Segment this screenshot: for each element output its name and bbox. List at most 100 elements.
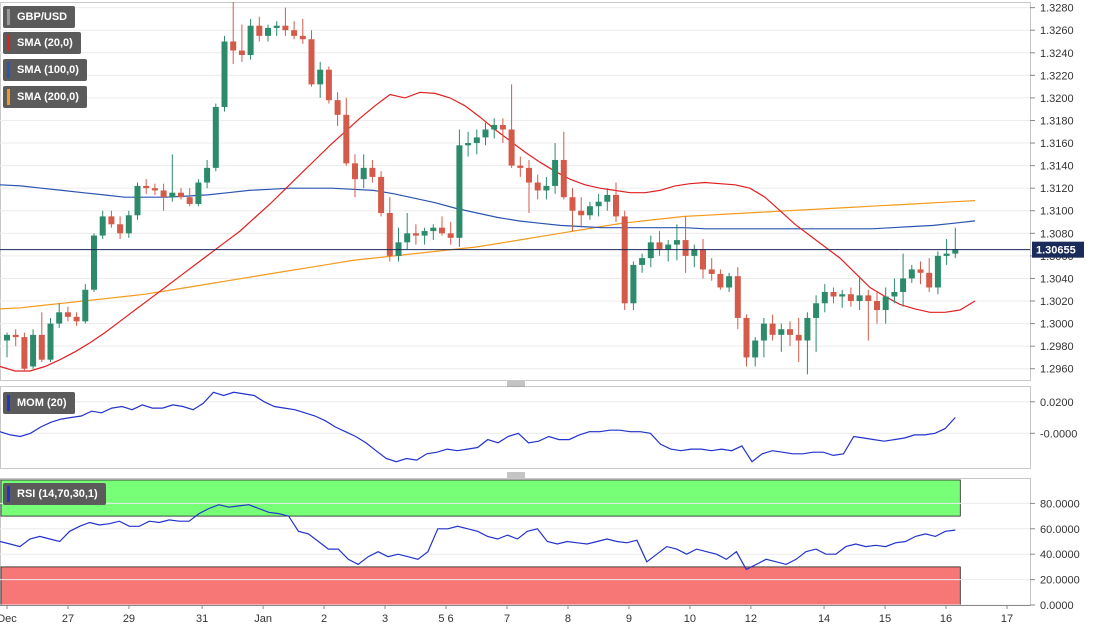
rsi-tick-label: 0.0000 — [1040, 600, 1074, 612]
rsi-tick-label: 80.0000 — [1040, 498, 1080, 510]
mom-legend[interactable]: MOM (20) — [3, 392, 75, 414]
candle-body — [238, 50, 245, 56]
candle-body — [317, 69, 324, 85]
candle-body — [4, 334, 10, 341]
candle-body — [856, 295, 863, 302]
candle — [378, 171, 385, 217]
candle-body — [682, 240, 689, 256]
symbol-label[interactable]: GBP/USD — [3, 6, 76, 28]
candle — [169, 154, 176, 202]
candle-body — [882, 296, 889, 311]
candle-body — [47, 323, 54, 360]
mom-rsi-splitter[interactable] — [507, 472, 525, 478]
x-tick-label: Jan — [254, 613, 272, 625]
candle — [412, 224, 419, 245]
symbol-label-text: GBP/USD — [17, 11, 68, 23]
candle-body — [491, 124, 498, 130]
candle — [613, 182, 619, 223]
candle-body — [273, 25, 280, 28]
candle — [395, 227, 402, 262]
candle — [804, 312, 811, 375]
candle — [134, 182, 141, 220]
candle-body — [552, 159, 559, 186]
candle-body — [151, 188, 158, 191]
candle — [282, 7, 289, 36]
mom-legend-text: MOM (20) — [17, 397, 67, 409]
candle — [178, 188, 184, 200]
candle — [447, 222, 454, 245]
candle — [926, 258, 933, 292]
x-tick-label: 10 — [684, 613, 696, 625]
sma100-swatch — [7, 62, 10, 78]
candle-body — [778, 329, 785, 335]
sma20-swatch — [7, 35, 10, 51]
rsi-tick-label: 20.0000 — [1040, 575, 1080, 587]
candle-body — [38, 334, 45, 360]
candle — [595, 193, 602, 217]
candle-body — [943, 253, 950, 256]
candle-body — [821, 291, 828, 304]
rsi-tick-label: 40.0000 — [1040, 549, 1080, 561]
candle-body — [108, 216, 115, 225]
sma200-line — [0, 200, 976, 310]
x-tick-label: 12 — [745, 613, 757, 625]
candle — [317, 61, 324, 98]
candle — [874, 291, 880, 324]
candle-body — [743, 317, 750, 358]
candle — [691, 244, 698, 268]
main-mom-splitter[interactable] — [507, 381, 525, 387]
candle — [743, 314, 750, 367]
candle-body — [82, 289, 89, 322]
candle — [847, 287, 854, 307]
candle-body — [30, 334, 37, 367]
candle — [726, 272, 733, 292]
candle-body — [865, 295, 872, 302]
candle — [517, 156, 524, 177]
candle — [787, 321, 793, 347]
x-tick-label: 5 6 — [438, 613, 453, 625]
candle — [917, 261, 924, 285]
sma20-legend[interactable]: SMA (20,0) — [3, 32, 81, 54]
x-tick-label: 31 — [196, 613, 208, 625]
x-tick-label: 8 — [565, 613, 571, 625]
candle-body — [708, 269, 715, 274]
candle-body — [352, 163, 358, 180]
candle — [430, 224, 437, 241]
candle-body — [908, 269, 915, 279]
sma200-legend-text: SMA (200,0) — [17, 91, 79, 103]
candle — [508, 84, 515, 168]
candle-body — [604, 194, 611, 202]
candle — [534, 174, 541, 200]
candle-body — [952, 249, 959, 254]
candle-body — [169, 192, 176, 198]
candle — [865, 289, 872, 341]
candle — [647, 235, 654, 268]
candle-body — [499, 124, 506, 130]
candle — [891, 278, 898, 304]
candle — [665, 240, 672, 262]
candle-body — [395, 242, 402, 256]
candle — [621, 210, 628, 311]
candle — [212, 103, 219, 172]
x-tick-label: 9 — [626, 613, 632, 625]
rsi-legend[interactable]: RSI (14,70,30,1) — [3, 483, 106, 505]
candle-body — [439, 227, 445, 234]
candle — [465, 131, 472, 157]
candle — [700, 238, 706, 279]
candle — [221, 35, 228, 112]
sma100-legend[interactable]: SMA (100,0) — [3, 59, 87, 81]
candle-body — [99, 216, 106, 236]
candle — [108, 210, 115, 228]
x-tick-label: 16 — [940, 613, 952, 625]
rsi-overbought-zone — [0, 479, 961, 517]
candle — [830, 287, 837, 304]
candle — [656, 231, 663, 256]
price-tick-label: 1.2980 — [1040, 341, 1074, 353]
candle — [12, 329, 19, 347]
candle — [708, 258, 715, 281]
candle-body — [621, 216, 628, 304]
candle-body — [360, 167, 367, 180]
candle-body — [412, 233, 419, 236]
sma200-legend[interactable]: SMA (200,0) — [3, 86, 87, 108]
candle — [934, 251, 941, 295]
